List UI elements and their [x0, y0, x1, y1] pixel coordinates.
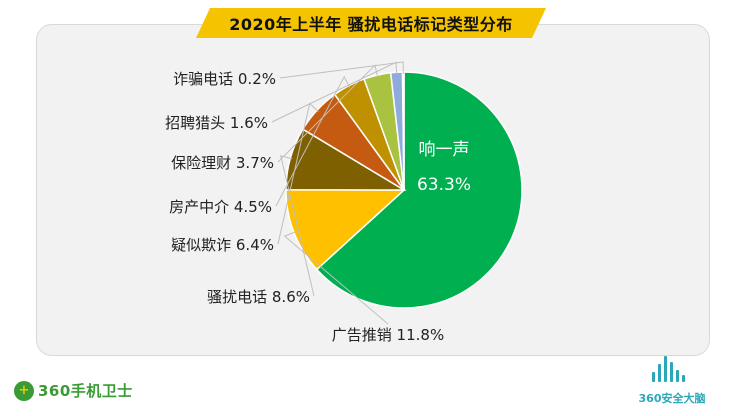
- leader-line-1: [283, 231, 389, 325]
- slice-label-4: 房产中介 4.5%: [169, 198, 272, 216]
- leader-line-6: [271, 61, 398, 123]
- slice-label-3: 疑似欺诈 6.4%: [171, 236, 274, 254]
- pie-slice-0: [315, 71, 523, 309]
- leader-line-4: [275, 75, 351, 207]
- brand-left-text: 360手机卫士: [38, 382, 133, 400]
- chart-title: 2020年上半年 骚扰电话标记类型分布: [229, 15, 513, 34]
- shield-logo-icon: +: [14, 380, 34, 401]
- slice-label-6: 招聘猎头 1.6%: [165, 114, 268, 132]
- leader-line-7: [279, 61, 404, 79]
- slice-label-2: 骚扰电话 8.6%: [207, 288, 310, 306]
- slice-label-5: 保险理财 3.7%: [171, 154, 274, 172]
- slice-label-7: 诈骗电话 0.2%: [173, 70, 276, 88]
- brand-360-mobile-guard: + 360手机卫士: [14, 380, 133, 401]
- signal-bars-logo-icon: [650, 356, 690, 382]
- brand-right-text: 360安全大脑: [638, 392, 706, 405]
- leader-line-2: [280, 154, 315, 297]
- title-banner: 2020年上半年 骚扰电话标记类型分布: [196, 8, 546, 38]
- brand-360-security-brain: 360安全大脑: [622, 356, 722, 412]
- slice-value-label-0: 63.3%: [417, 175, 471, 195]
- slice-label-1: 广告推销 11.8%: [332, 326, 444, 344]
- slice-label-0: 响一声: [419, 140, 470, 160]
